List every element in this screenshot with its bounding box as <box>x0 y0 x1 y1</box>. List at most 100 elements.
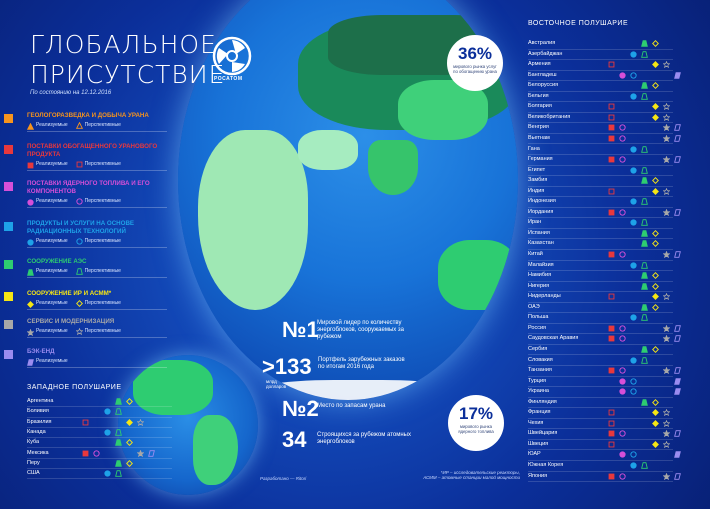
legend-perspective: Перспективные <box>76 238 121 245</box>
legend-perspective: Перспективные <box>75 328 121 335</box>
category-name: СООРУЖЕНИЕ ИР И АСММ* <box>27 290 112 297</box>
country-name: Бельгия <box>528 92 549 99</box>
australia-land <box>438 240 518 310</box>
circle-icon <box>619 430 626 437</box>
star-icon <box>663 419 670 427</box>
para-icon <box>674 135 681 142</box>
square-icon <box>608 124 615 131</box>
table-row: Франция <box>528 407 673 419</box>
table-row: Австралия <box>528 38 673 50</box>
star-icon <box>663 208 670 216</box>
table-row: Польша <box>528 312 673 324</box>
star-icon <box>663 113 670 121</box>
trap-icon <box>115 460 122 467</box>
para-icon <box>674 430 681 438</box>
square-icon <box>608 325 615 332</box>
trap-icon <box>641 398 648 406</box>
trap-icon <box>641 50 648 58</box>
para-icon <box>674 156 681 163</box>
circle-icon <box>630 451 637 459</box>
square-icon <box>608 114 615 121</box>
stat-leader-value: №1 <box>282 317 319 342</box>
country-name: Польша <box>528 314 549 321</box>
circle-icon <box>630 145 637 153</box>
country-name: Сербия <box>528 345 548 352</box>
south-america-land <box>193 415 238 485</box>
star-icon <box>663 367 670 375</box>
square-icon <box>27 162 34 168</box>
trap-icon <box>641 240 648 248</box>
diamond-icon <box>126 398 133 405</box>
circle-icon <box>630 377 637 385</box>
country-name: ОАЭ <box>528 303 540 310</box>
stat-leader-desc: Мировой лидер по количеству энергоблоков… <box>317 320 405 340</box>
diamond-icon <box>126 459 133 467</box>
square-icon <box>608 293 615 300</box>
table-row: Бельгия <box>528 91 673 103</box>
country-name: Бангладеш <box>528 71 557 78</box>
trap-icon <box>641 177 648 184</box>
country-name: Испания <box>528 229 550 236</box>
table-row: Россия <box>528 323 681 335</box>
country-name: Финляндия <box>528 398 557 405</box>
diamond-icon <box>652 40 659 47</box>
legend-perspective: Перспективные <box>75 122 121 129</box>
para-icon <box>674 335 681 343</box>
country-name: Замбия <box>528 177 548 184</box>
table-row: ОАЭ <box>528 302 673 314</box>
table-row: Боливия <box>27 406 172 418</box>
trap-icon <box>115 429 122 436</box>
diamond-icon <box>652 272 659 280</box>
diamond-icon <box>652 345 659 353</box>
trap-icon <box>641 145 648 153</box>
square-icon <box>608 420 615 427</box>
diamond-icon <box>27 300 34 308</box>
diamond-icon <box>652 240 659 248</box>
country-name: ЮАР <box>528 451 541 458</box>
category-color-mark <box>4 292 13 301</box>
country-name: Южная Корея <box>528 462 564 468</box>
table-row: Саудовская Аравия <box>528 333 681 345</box>
country-name: Австралия <box>528 40 556 46</box>
country-name: Иордания <box>528 208 554 215</box>
country-name: Индонезия <box>528 198 556 205</box>
category-legend: Реализуемые Перспективные <box>27 198 129 206</box>
country-name: Германия <box>528 156 553 163</box>
legend-realized: Реализуемые <box>36 300 68 306</box>
category-color-mark <box>4 114 13 123</box>
para-icon <box>674 451 681 459</box>
trap-icon <box>641 356 648 364</box>
trap-icon <box>641 92 648 100</box>
country-name: Украина <box>528 388 549 395</box>
table-row: Белоруссия <box>528 80 673 92</box>
country-name: Бразилия <box>27 418 52 425</box>
circle-icon <box>630 93 637 100</box>
category-color-mark <box>4 260 13 269</box>
category-separator <box>27 207 167 208</box>
table-row: Замбия <box>528 175 673 187</box>
category-color-mark <box>4 320 13 329</box>
star-icon <box>75 328 83 335</box>
stat-portfolio-unit: млрд долларов <box>266 379 287 389</box>
table-row: Бразилия <box>27 417 172 428</box>
table-row: Швейцария <box>528 428 681 440</box>
table-row: Мексика <box>27 448 172 459</box>
square-icon <box>608 430 615 437</box>
square-icon <box>608 209 615 216</box>
table-row: Египет <box>528 165 673 177</box>
table-row: США <box>27 468 172 480</box>
diamond-icon <box>652 113 659 121</box>
country-name: Малайзия <box>528 261 554 268</box>
circle-icon <box>630 50 637 58</box>
circle-icon <box>619 135 626 142</box>
trap-icon <box>115 470 122 477</box>
trap-icon <box>641 219 648 227</box>
diamond-icon <box>652 293 659 301</box>
circle-icon <box>619 72 626 79</box>
circle-icon <box>619 451 626 459</box>
trap-icon <box>641 166 648 174</box>
circle-icon <box>104 470 111 477</box>
circle-icon <box>630 314 637 321</box>
circle-icon <box>104 408 111 415</box>
circle-icon <box>630 356 637 364</box>
